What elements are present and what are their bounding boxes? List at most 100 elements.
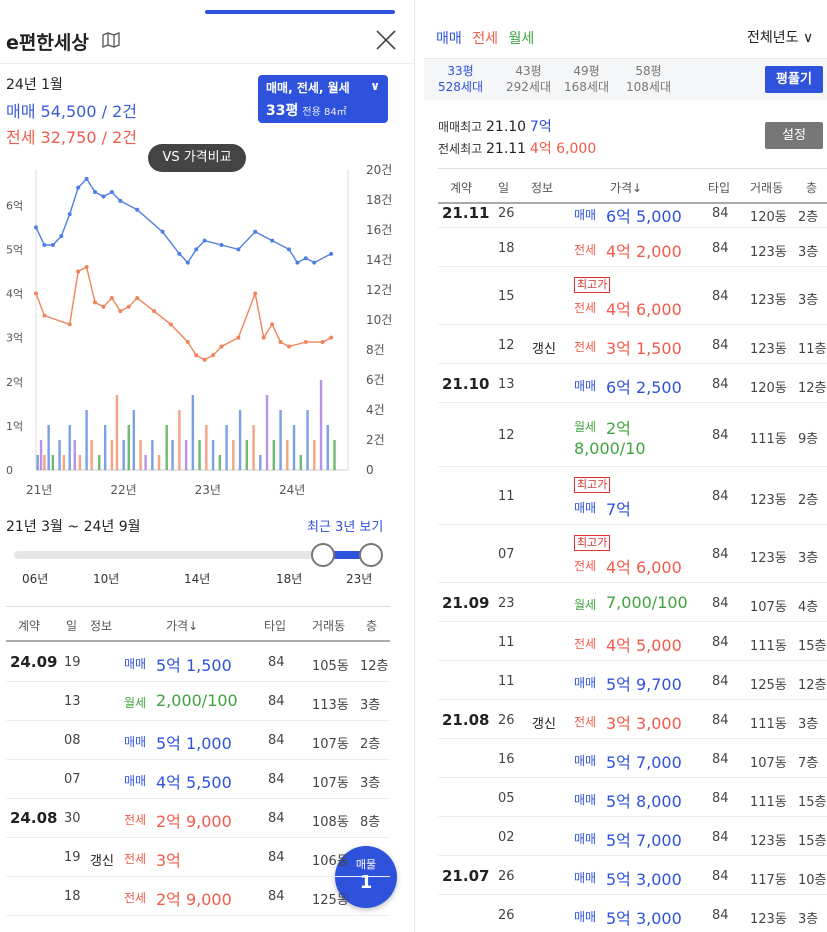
table-row[interactable]: 26 매매 5억 3,000 84 123동 3층	[438, 895, 827, 932]
volume-bar	[319, 380, 323, 470]
table-row[interactable]: 19 갱신 전세 3억 84 106동	[6, 838, 390, 877]
jeonse-summary: 전세 32,750 / 2건	[6, 128, 137, 147]
row-day: 11	[498, 489, 515, 504]
tab-jeonse[interactable]: 전세	[472, 31, 498, 47]
row-month: 21.07	[442, 867, 490, 885]
price-point	[211, 353, 216, 358]
price-point	[329, 335, 334, 340]
settings-button[interactable]: 설정	[765, 122, 823, 149]
table-row[interactable]: 21.08 26 갱신 전세 3억 3,000 84 111동 3층	[438, 700, 827, 739]
volume-bar	[286, 440, 289, 470]
slider-end-handle[interactable]	[359, 543, 383, 567]
row-type: 84	[712, 791, 729, 806]
volume-bar	[62, 455, 66, 470]
table-row[interactable]: 11 최고가 매매 7억 84 123동 2층	[438, 467, 827, 525]
volume-bar	[178, 410, 181, 470]
table-row[interactable]: 24.08 30 전세 2억 9,000 84 108동 8층	[6, 799, 390, 838]
table-row[interactable]: 08 매매 5억 1,000 84 107동 2층	[6, 721, 390, 760]
volume-bar	[313, 440, 316, 470]
x-tick-label: 23년	[195, 483, 221, 497]
slider-start-handle[interactable]	[311, 543, 335, 567]
table-row[interactable]: 02 매매 5억 7,000 84 123동 15층	[438, 817, 827, 856]
volume-bar	[333, 440, 336, 470]
row-building: 120동	[750, 210, 787, 225]
price-point	[93, 190, 98, 195]
table-row[interactable]: 11 전세 4억 5,000 84 111동 15층	[438, 622, 827, 661]
table-row[interactable]: 24.09 19 매매 5억 1,500 84 105동 12층	[6, 643, 390, 682]
table-row[interactable]: 12 월세 2억 8,000/10 84 111동 9층	[438, 403, 827, 467]
col-type: 타입	[708, 181, 731, 195]
pyeong-option[interactable]: 33평 528세대	[438, 63, 483, 95]
table-row[interactable]: 11 매매 5억 9,700 84 125동 12층	[438, 661, 827, 700]
sale-max-date: 21.10	[486, 119, 527, 135]
table-row[interactable]: 12 갱신 전세 3억 1,500 84 123동 11층	[438, 325, 827, 364]
row-price: 5억 3,000	[606, 870, 682, 889]
y2-tick-label: 16건	[366, 223, 392, 237]
row-price: 4억 2,000	[606, 242, 682, 261]
map-icon[interactable]	[102, 32, 120, 52]
table-row[interactable]: 18 전세 2억 9,000 84 125동	[6, 877, 390, 916]
row-day: 08	[64, 733, 81, 748]
table-row[interactable]: 21.09 23 월세 7,000/100 84 107동 4층	[438, 583, 827, 622]
highest-price-badge: 최고가	[574, 535, 611, 551]
table-row[interactable]: 21.10 13 매매 6억 2,500 84 120동 12층	[438, 364, 827, 403]
row-floor: 11층	[798, 342, 827, 357]
listings-button[interactable]: 매물 1	[335, 846, 397, 908]
price-chart[interactable]: 0 1억 2억 3억 4억 5억 6억 0 2건 4건 6건 8건 10건 12건 14건 16건 18건 20건…	[0, 150, 410, 500]
pyeong-option[interactable]: 49평 168세대	[564, 63, 609, 95]
row-month: 21.08	[442, 711, 490, 729]
volume-bar	[245, 440, 249, 470]
row-type: 84	[268, 694, 285, 709]
price-point	[303, 340, 308, 345]
table-row[interactable]: 05 매매 5억 8,000 84 111동 15층	[438, 778, 827, 817]
volume-bar	[127, 425, 130, 470]
row-month: 21.11	[442, 204, 490, 222]
sale-summary: 매매 54,500 / 2건	[6, 102, 137, 121]
row-price: 3억 1,500	[606, 339, 682, 358]
type-size-filter[interactable]: 매매, 전세, 월세 ∨ 33평 전용 84㎡	[258, 75, 388, 123]
row-month: 24.09	[10, 653, 58, 671]
table-row[interactable]: 18 전세 4억 2,000 84 123동 3층	[438, 228, 827, 267]
row-type: 84	[712, 206, 729, 221]
col-floor: 층	[806, 181, 818, 195]
row-price: 6억 2,500	[606, 378, 682, 397]
close-icon[interactable]	[374, 28, 398, 52]
compare-button[interactable]: VS 가격비교	[148, 144, 246, 172]
selected-date: 24년 1월	[6, 77, 63, 93]
row-floor: 4층	[798, 600, 819, 615]
unfold-pyeong-button[interactable]: 평풀기	[765, 66, 823, 93]
row-building: 111동	[750, 432, 787, 447]
tab-monthly[interactable]: 월세	[508, 31, 535, 47]
drag-handle[interactable]	[205, 10, 395, 14]
year-slider-track[interactable]	[14, 551, 374, 559]
volume-bar	[184, 440, 188, 470]
table-row[interactable]: 21.07 26 매매 5억 3,000 84 117동 10층	[438, 856, 827, 895]
y2-tick-label: 20건	[366, 163, 392, 177]
price-point	[261, 335, 266, 340]
pyeong-option[interactable]: 58평 108세대	[626, 63, 671, 95]
table-row[interactable]: 15 최고가 전세 4억 6,000 84 123동 3층	[438, 267, 827, 325]
table-row[interactable]: 16 매매 5억 7,000 84 107동 7층	[438, 739, 827, 778]
row-kind: 매매	[124, 657, 147, 671]
panel-header: e편한세상	[0, 20, 414, 64]
row-building: 123동	[750, 912, 787, 927]
col-price[interactable]: 가격↓	[166, 619, 199, 633]
recent-3y-link[interactable]: 최근 3년 보기	[307, 520, 384, 535]
pyeong-option[interactable]: 43평 292세대	[506, 63, 551, 95]
col-price[interactable]: 가격↓	[610, 181, 643, 195]
table-row[interactable]: 21.11 26 매매 6억 5,000 84 120동 2층	[438, 204, 827, 228]
row-day: 07	[64, 772, 81, 787]
table-row[interactable]: 07 최고가 전세 4억 6,000 84 123동 3층	[438, 525, 827, 583]
y2-tick-label: 6건	[366, 373, 385, 387]
year-filter[interactable]: 전체년도 ∨	[747, 27, 813, 47]
row-floor: 3층	[798, 912, 819, 927]
table-row[interactable]: 07 매매 4억 5,500 84 107동 3층	[6, 760, 390, 799]
tab-sale[interactable]: 매매	[436, 31, 462, 47]
row-price: 5억 8,000	[606, 792, 682, 811]
row-kind: 월세	[574, 598, 597, 612]
volume-bar	[171, 440, 174, 470]
row-day: 13	[64, 694, 81, 709]
table-row[interactable]: 13 월세 2,000/100 84 113동 3층	[6, 682, 390, 721]
price-series-line	[35, 266, 332, 361]
row-price: 4억 6,000	[606, 558, 682, 577]
